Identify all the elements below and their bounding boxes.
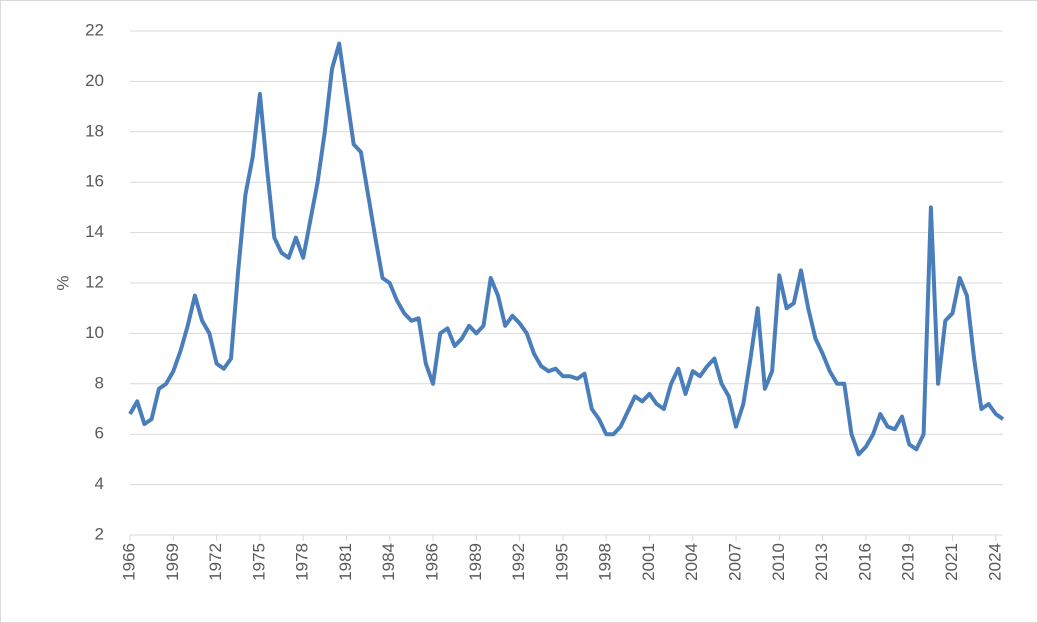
x-tick-label: 1984: [379, 543, 398, 581]
y-tick-label: 18: [85, 121, 104, 140]
y-tick-label: 16: [85, 172, 104, 191]
x-tick-label: 1972: [206, 543, 225, 581]
y-tick-label: 8: [95, 373, 104, 392]
x-tick-label: 2010: [769, 543, 788, 581]
x-tick-label: 2007: [726, 543, 745, 581]
x-tick-label: 1981: [336, 543, 355, 581]
x-tick-label: 1978: [293, 543, 312, 581]
x-tick-label: 1995: [552, 543, 571, 581]
y-tick-label: 12: [85, 272, 104, 291]
x-tick-label: 2004: [682, 543, 701, 581]
x-tick-label: 1992: [509, 543, 528, 581]
x-tick-label: 1986: [423, 543, 442, 581]
x-tick-label: 2001: [639, 543, 658, 581]
y-tick-label: 14: [85, 222, 104, 241]
x-tick-label: 1966: [119, 543, 138, 581]
y-tick-label: 6: [95, 424, 104, 443]
x-tick-label: 1989: [466, 543, 485, 581]
y-axis-label: %: [53, 275, 72, 290]
x-tick-label: 2013: [812, 543, 831, 581]
x-tick-label: 2021: [942, 543, 961, 581]
y-tick-label: 2: [95, 524, 104, 543]
data-line: [128, 41, 1005, 457]
x-tick-label: 2016: [855, 543, 874, 581]
y-tick-label: 4: [95, 474, 104, 493]
y-tick-label: 10: [85, 323, 104, 342]
x-tick-label: 1998: [596, 543, 615, 581]
y-tick-label: 20: [85, 71, 104, 90]
x-tick-label: 1975: [249, 543, 268, 581]
y-tick-label: 22: [85, 20, 104, 39]
x-tick-label: 2019: [899, 543, 918, 581]
x-tick-label: 1969: [163, 543, 182, 581]
x-tick-label: 2024: [985, 543, 1004, 581]
